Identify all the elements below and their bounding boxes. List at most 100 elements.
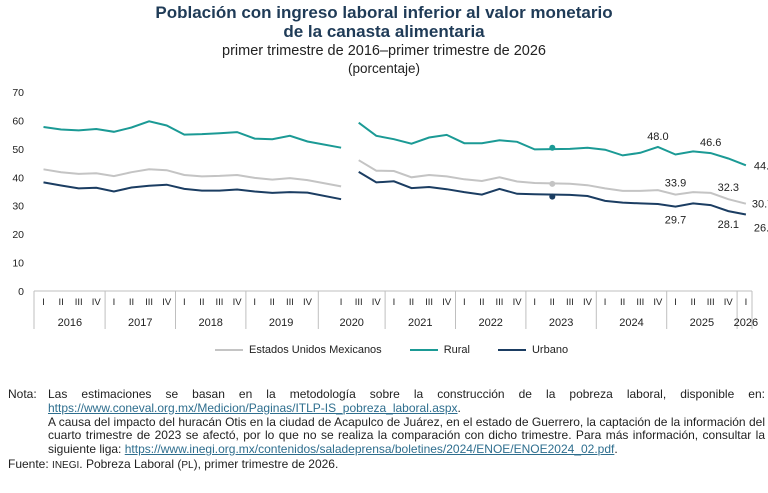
note-p2-text: A causa del impacto del huracán Otis en … [48, 414, 765, 457]
note-p1-text: Las estimaciones se basan en la metodolo… [48, 387, 765, 401]
source-label: Fuente: [8, 456, 49, 471]
legend-item-rural: Rural [409, 344, 470, 356]
series-line-2-a [43, 181, 342, 201]
data-label: 28.1 [718, 219, 739, 231]
series-line-1-b [358, 121, 747, 167]
note-row: Nota: Las estimaciones se basan en la me… [8, 387, 765, 457]
y-tick-label: 50 [12, 144, 24, 156]
quarter-label: I [674, 297, 677, 308]
year-label: 2016 [58, 317, 82, 329]
source-text-a: . Pobreza Laboral ( [79, 456, 182, 471]
quarter-label: II [199, 297, 204, 308]
quarter-label: I [113, 297, 116, 308]
data-label: 29.7 [665, 215, 686, 227]
chart-legend: Estados Unidos Mexicanos Rural Urbano [215, 344, 596, 356]
quarter-label: II [690, 297, 695, 308]
y-tick-label: 60 [12, 115, 24, 127]
series-marker-1 [549, 144, 556, 151]
legend-swatch-nacional [215, 349, 243, 351]
quarter-label: III [286, 297, 294, 308]
source-org: INEGI [52, 459, 80, 471]
quarter-label: II [409, 297, 414, 308]
quarter-label: II [550, 297, 555, 308]
notes-section: Nota: Las estimaciones se basan en la me… [8, 387, 765, 473]
data-label: 48.0 [647, 131, 668, 143]
note-p1-end: . [457, 400, 461, 415]
year-label: 2025 [690, 317, 714, 329]
quarter-label: IV [233, 297, 243, 308]
quarter-label: III [636, 297, 644, 308]
quarter-label: IV [724, 297, 734, 308]
chart-unit: (porcentaje) [347, 61, 421, 76]
quarter-label: IV [513, 297, 523, 308]
quarter-label: I [42, 297, 45, 308]
quarter-label: II [479, 297, 484, 308]
series-line-0-a [43, 168, 342, 188]
chart-title-line-2: de la canasta alimentaria [283, 22, 485, 41]
legend-swatch-rural [409, 349, 438, 351]
source-text-b: ), primer trimestre de 2026. [193, 456, 339, 471]
legend-label-rural: Rural [443, 344, 470, 356]
note-body: Las estimaciones se basan en la metodolo… [48, 387, 765, 457]
quarter-label: IV [372, 297, 382, 308]
year-label: 2017 [128, 317, 152, 329]
chart-title-line-1: Población con ingreso laboral inferior a… [155, 3, 613, 22]
quarter-label: I [393, 297, 396, 308]
legend-item-urbano: Urbano [497, 344, 568, 356]
year-label: 2020 [339, 317, 363, 329]
quarter-label: III [216, 297, 224, 308]
quarter-label: III [496, 297, 504, 308]
legend-swatch-urbano [497, 349, 526, 351]
year-label: 2024 [619, 317, 643, 329]
quarter-label: I [253, 297, 256, 308]
quarter-label: II [620, 297, 625, 308]
data-label: 26.9 [754, 223, 768, 235]
quarter-label: I [533, 297, 536, 308]
series-marker-2 [549, 193, 556, 200]
y-tick-label: 10 [12, 258, 24, 270]
y-tick-label: 40 [12, 172, 24, 184]
quarter-label: IV [303, 297, 313, 308]
series-marker-0 [549, 180, 556, 187]
note-p2-end: . [614, 442, 618, 457]
y-tick-label: 30 [12, 201, 24, 213]
year-label: 2021 [408, 317, 432, 329]
legend-label-nacional: Estados Unidos Mexicanos [249, 344, 382, 356]
source-row: Fuente: INEGI. Pobreza Laboral (PL), pri… [8, 456, 765, 473]
quarter-label: I [183, 297, 186, 308]
quarter-label: III [425, 297, 433, 308]
quarter-label: II [270, 297, 275, 308]
data-label: 33.9 [665, 178, 686, 190]
quarter-label: III [145, 297, 153, 308]
data-label: 44.2 [754, 160, 768, 172]
quarter-label: IV [162, 297, 172, 308]
quarter-label: I [340, 297, 343, 308]
year-label: 2019 [269, 317, 293, 329]
year-label: 2023 [549, 317, 573, 329]
quarter-label: III [707, 297, 715, 308]
legend-item-nacional: Estados Unidos Mexicanos [215, 344, 382, 356]
year-label: 2022 [478, 317, 502, 329]
quarter-label: IV [92, 297, 102, 308]
data-label: 46.6 [700, 137, 721, 149]
quarter-label: I [745, 297, 748, 308]
quarter-label: III [566, 297, 574, 308]
quarter-label: III [355, 297, 363, 308]
y-tick-label: 70 [12, 87, 24, 99]
series-line-1-a [43, 120, 342, 149]
quarter-label: I [463, 297, 466, 308]
inegi-boletin-link[interactable]: https://www.inegi.org.mx/contenidos/sala… [124, 442, 615, 457]
year-label: 2026 [734, 317, 758, 329]
note-paragraph-1: Las estimaciones se basan en la metodolo… [48, 387, 765, 416]
quarter-label: IV [653, 297, 663, 308]
coneval-link[interactable]: https://www.coneval.org.mx/Medicion/Pagi… [48, 400, 458, 415]
quarter-label: IV [583, 297, 593, 308]
year-label: 2018 [198, 317, 222, 329]
data-label: 30.7 [752, 199, 768, 211]
note-label: Nota: [8, 387, 37, 401]
quarter-label: II [58, 297, 63, 308]
note-paragraph-2: A causa del impacto del huracán Otis en … [48, 414, 765, 457]
quarter-label: IV [442, 297, 452, 308]
data-label: 32.3 [718, 182, 739, 194]
line-chart: 0 10 20 30 40 50 60 70 2016 2017 2018 2019 2020 2021 2… [12, 87, 768, 329]
